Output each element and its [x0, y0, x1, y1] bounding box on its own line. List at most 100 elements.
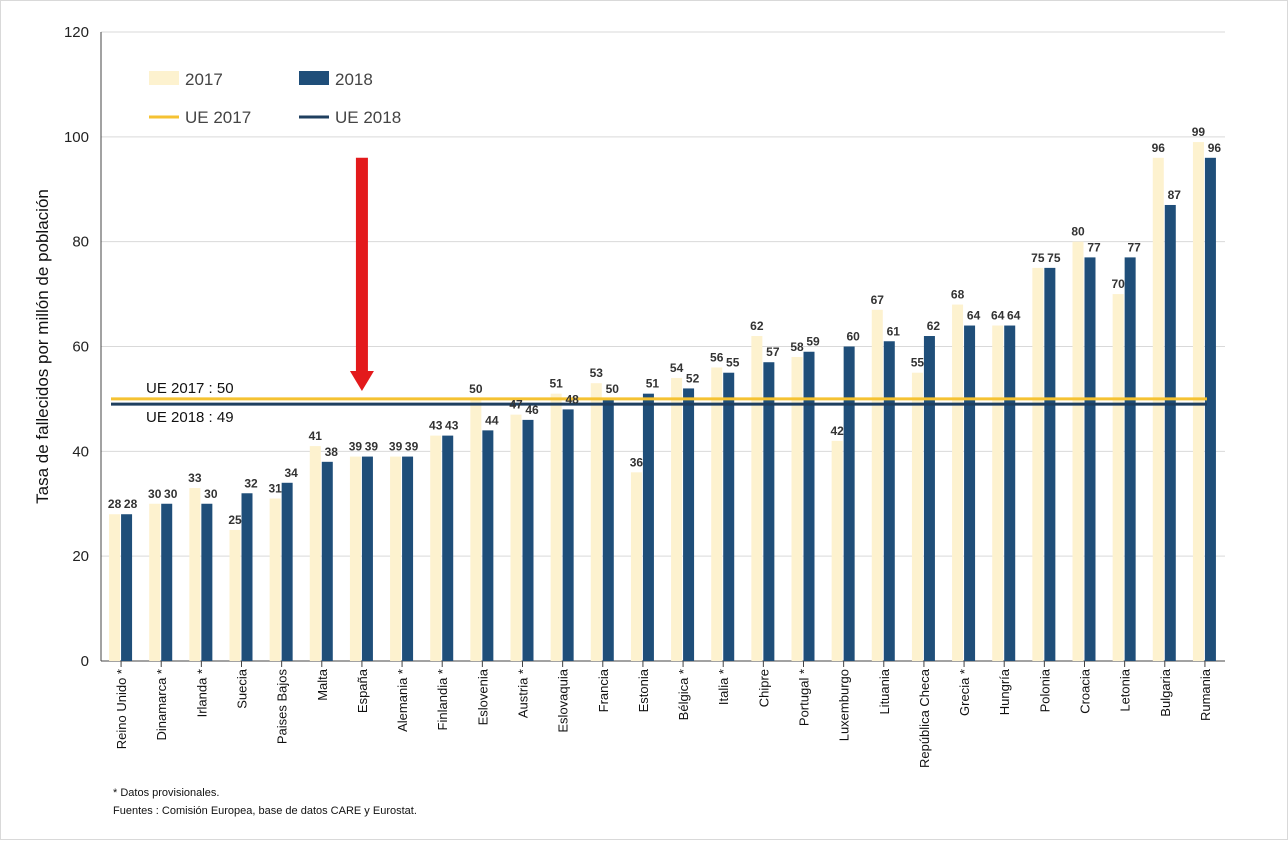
bar-2018 — [402, 456, 414, 661]
x-tick-label: Malta — [315, 668, 330, 701]
data-label-2017: 42 — [830, 424, 844, 438]
bar-2018 — [361, 456, 373, 661]
data-label-2017: 31 — [268, 482, 282, 496]
data-label-2018: 52 — [686, 371, 700, 385]
bar-2018 — [602, 398, 614, 661]
data-label-2017: 41 — [309, 429, 323, 443]
data-label-2018: 39 — [405, 440, 419, 454]
bar-2018 — [923, 336, 935, 661]
bar-2017 — [751, 336, 763, 661]
bar-2018 — [482, 430, 494, 661]
data-label-2017: 99 — [1192, 125, 1206, 139]
bar-2017 — [229, 529, 241, 661]
data-label-2017: 96 — [1152, 141, 1166, 155]
x-tick-label: Rumania — [1198, 668, 1213, 721]
data-label-2018: 44 — [485, 413, 499, 427]
data-label-2017: 58 — [790, 340, 804, 354]
y-tick-label: 20 — [72, 548, 89, 565]
bar-2018 — [964, 325, 976, 661]
bar-2017 — [791, 356, 803, 661]
bar-2018 — [683, 388, 695, 661]
x-tick-label: Luxemburgo — [837, 669, 852, 741]
data-label-2018: 39 — [365, 440, 379, 454]
x-tick-label: Dinamarca * — [154, 669, 169, 741]
data-label-2018: 61 — [887, 324, 901, 338]
y-tick-label: 40 — [72, 443, 89, 460]
bar-2018 — [642, 393, 654, 661]
data-label-2017: 56 — [710, 350, 724, 364]
data-label-2018: 75 — [1047, 251, 1061, 265]
x-tick-label: Chipre — [756, 669, 771, 707]
data-label-2017: 33 — [188, 471, 202, 485]
bar-2017 — [550, 393, 562, 661]
bar-2017 — [911, 372, 923, 661]
data-label-2018: 34 — [284, 466, 298, 480]
data-label-2017: 70 — [1111, 277, 1125, 291]
bar-2017 — [671, 377, 683, 661]
bar-2017 — [992, 325, 1004, 661]
data-label-2018: 60 — [846, 330, 860, 344]
data-label-2017: 67 — [871, 293, 885, 307]
data-label-2017: 39 — [389, 440, 403, 454]
bar-2018 — [1004, 325, 1016, 661]
x-tick-label: República Checa — [917, 668, 932, 768]
bar-2017 — [309, 446, 321, 661]
x-tick-label: España — [355, 668, 370, 713]
y-tick-label: 120 — [64, 24, 89, 41]
bar-2017 — [189, 488, 201, 661]
data-label-2018: 62 — [927, 319, 941, 333]
bar-2017 — [470, 398, 482, 661]
bar-2018 — [321, 461, 333, 661]
data-label-2018: 57 — [766, 345, 780, 359]
data-label-2018: 43 — [445, 419, 459, 433]
reference-line-label: UE 2018 : 49 — [146, 409, 234, 426]
x-tick-label: Lituania — [877, 668, 892, 714]
data-label-2018: 38 — [325, 445, 339, 459]
data-label-2018: 30 — [204, 487, 218, 501]
data-label-2017: 47 — [509, 398, 523, 412]
data-label-2018: 48 — [565, 392, 579, 406]
data-label-2017: 25 — [228, 513, 242, 527]
x-tick-label: Polonia — [1037, 668, 1052, 712]
x-tick-label: Suecia — [235, 668, 250, 709]
bar-2017 — [149, 503, 161, 661]
data-label-2017: 43 — [429, 419, 443, 433]
bar-2017 — [1112, 294, 1124, 661]
bar-2017 — [269, 498, 281, 661]
y-tick-label: 100 — [64, 129, 89, 146]
data-label-2017: 51 — [549, 377, 563, 391]
data-label-2018: 59 — [806, 335, 820, 349]
bar-2017 — [952, 304, 964, 661]
legend-label-ue-2017: UE 2017 — [185, 108, 251, 127]
data-label-2017: 62 — [750, 319, 764, 333]
x-tick-label: Bélgica * — [676, 669, 691, 720]
x-tick-label: Grecia * — [957, 669, 972, 716]
bar-2017 — [590, 383, 602, 661]
data-label-2017: 50 — [469, 382, 483, 396]
legend-label-2018: 2018 — [335, 70, 373, 89]
bar-2017 — [109, 514, 121, 661]
data-label-2018: 77 — [1087, 240, 1101, 254]
bar-2018 — [241, 493, 253, 661]
x-tick-label: Eslovaquia — [556, 668, 571, 732]
x-tick-label: Italia * — [716, 669, 731, 705]
data-label-2017: 80 — [1071, 225, 1085, 239]
footnote-sources: Fuentes : Comisión Europea, base de dato… — [113, 805, 417, 817]
bar-2018 — [883, 341, 895, 661]
x-tick-label: Austria * — [516, 669, 531, 718]
bar-2018 — [843, 346, 855, 661]
bar-2018 — [201, 503, 213, 661]
data-label-2017: 53 — [590, 366, 604, 380]
highlight-arrow — [349, 157, 374, 392]
bar-2018 — [522, 419, 534, 661]
bar-2018 — [562, 409, 574, 661]
bar-2018 — [803, 351, 815, 661]
data-label-2017: 55 — [911, 356, 925, 370]
bar-2017 — [1152, 157, 1164, 662]
x-tick-label: Reino Unido * — [114, 669, 129, 749]
data-label-2018: 51 — [646, 377, 660, 391]
x-tick-label: Portugal * — [797, 669, 812, 726]
x-tick-label: Hungría — [997, 668, 1012, 715]
y-axis-label: Tasa de fallecidos por millón de poblaci… — [33, 189, 52, 504]
